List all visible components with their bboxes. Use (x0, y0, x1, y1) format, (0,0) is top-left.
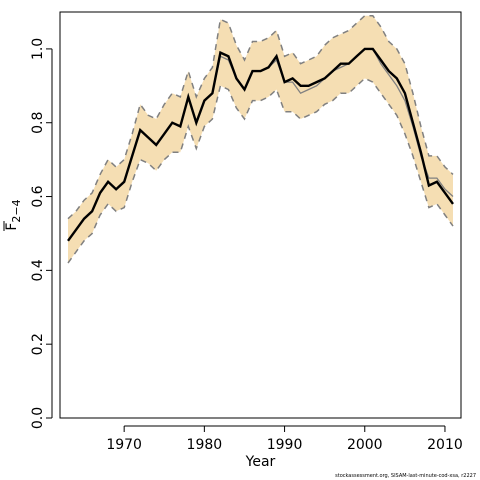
plot-frame (59, 11, 462, 419)
y-tick-label: 0.4 (30, 259, 46, 281)
y-axis-title: F2−4 (3, 199, 23, 231)
y-tick-label: 0.0 (30, 407, 46, 429)
y-axis-title-main: F (4, 223, 20, 231)
series-line-layer (67, 14, 454, 264)
confidence-band-layer (68, 15, 453, 264)
y-tick-label: 0.2 (30, 333, 46, 355)
y-tick-label: 1.0 (30, 38, 46, 60)
x-tick-label: 2010 (427, 437, 463, 453)
source-footnote: stockassessment.org, SISAM-last-minute-c… (335, 473, 476, 479)
y-axis-title-subscript: 2−4 (10, 199, 23, 222)
upper-bound-line (67, 14, 454, 220)
estimate-line (67, 47, 454, 242)
confidence-band (68, 15, 453, 264)
x-tick-label: 2000 (347, 437, 383, 453)
y-tick-label: 0.8 (30, 112, 46, 134)
x-axis-title: Year (245, 454, 276, 470)
y-tick-label: 0.6 (30, 185, 46, 207)
x-tick-label: 1980 (187, 437, 223, 453)
x-tick-label: 1990 (267, 437, 303, 453)
lower-bound-line (67, 77, 454, 264)
svg-text:F2−4: F2−4 (4, 199, 23, 230)
x-tick-label: 1970 (106, 437, 142, 453)
axes-layer: 1970 1980 1990 2000 2010 0.0 0.2 0.4 0.6 0.8 1.0 (30, 38, 463, 453)
